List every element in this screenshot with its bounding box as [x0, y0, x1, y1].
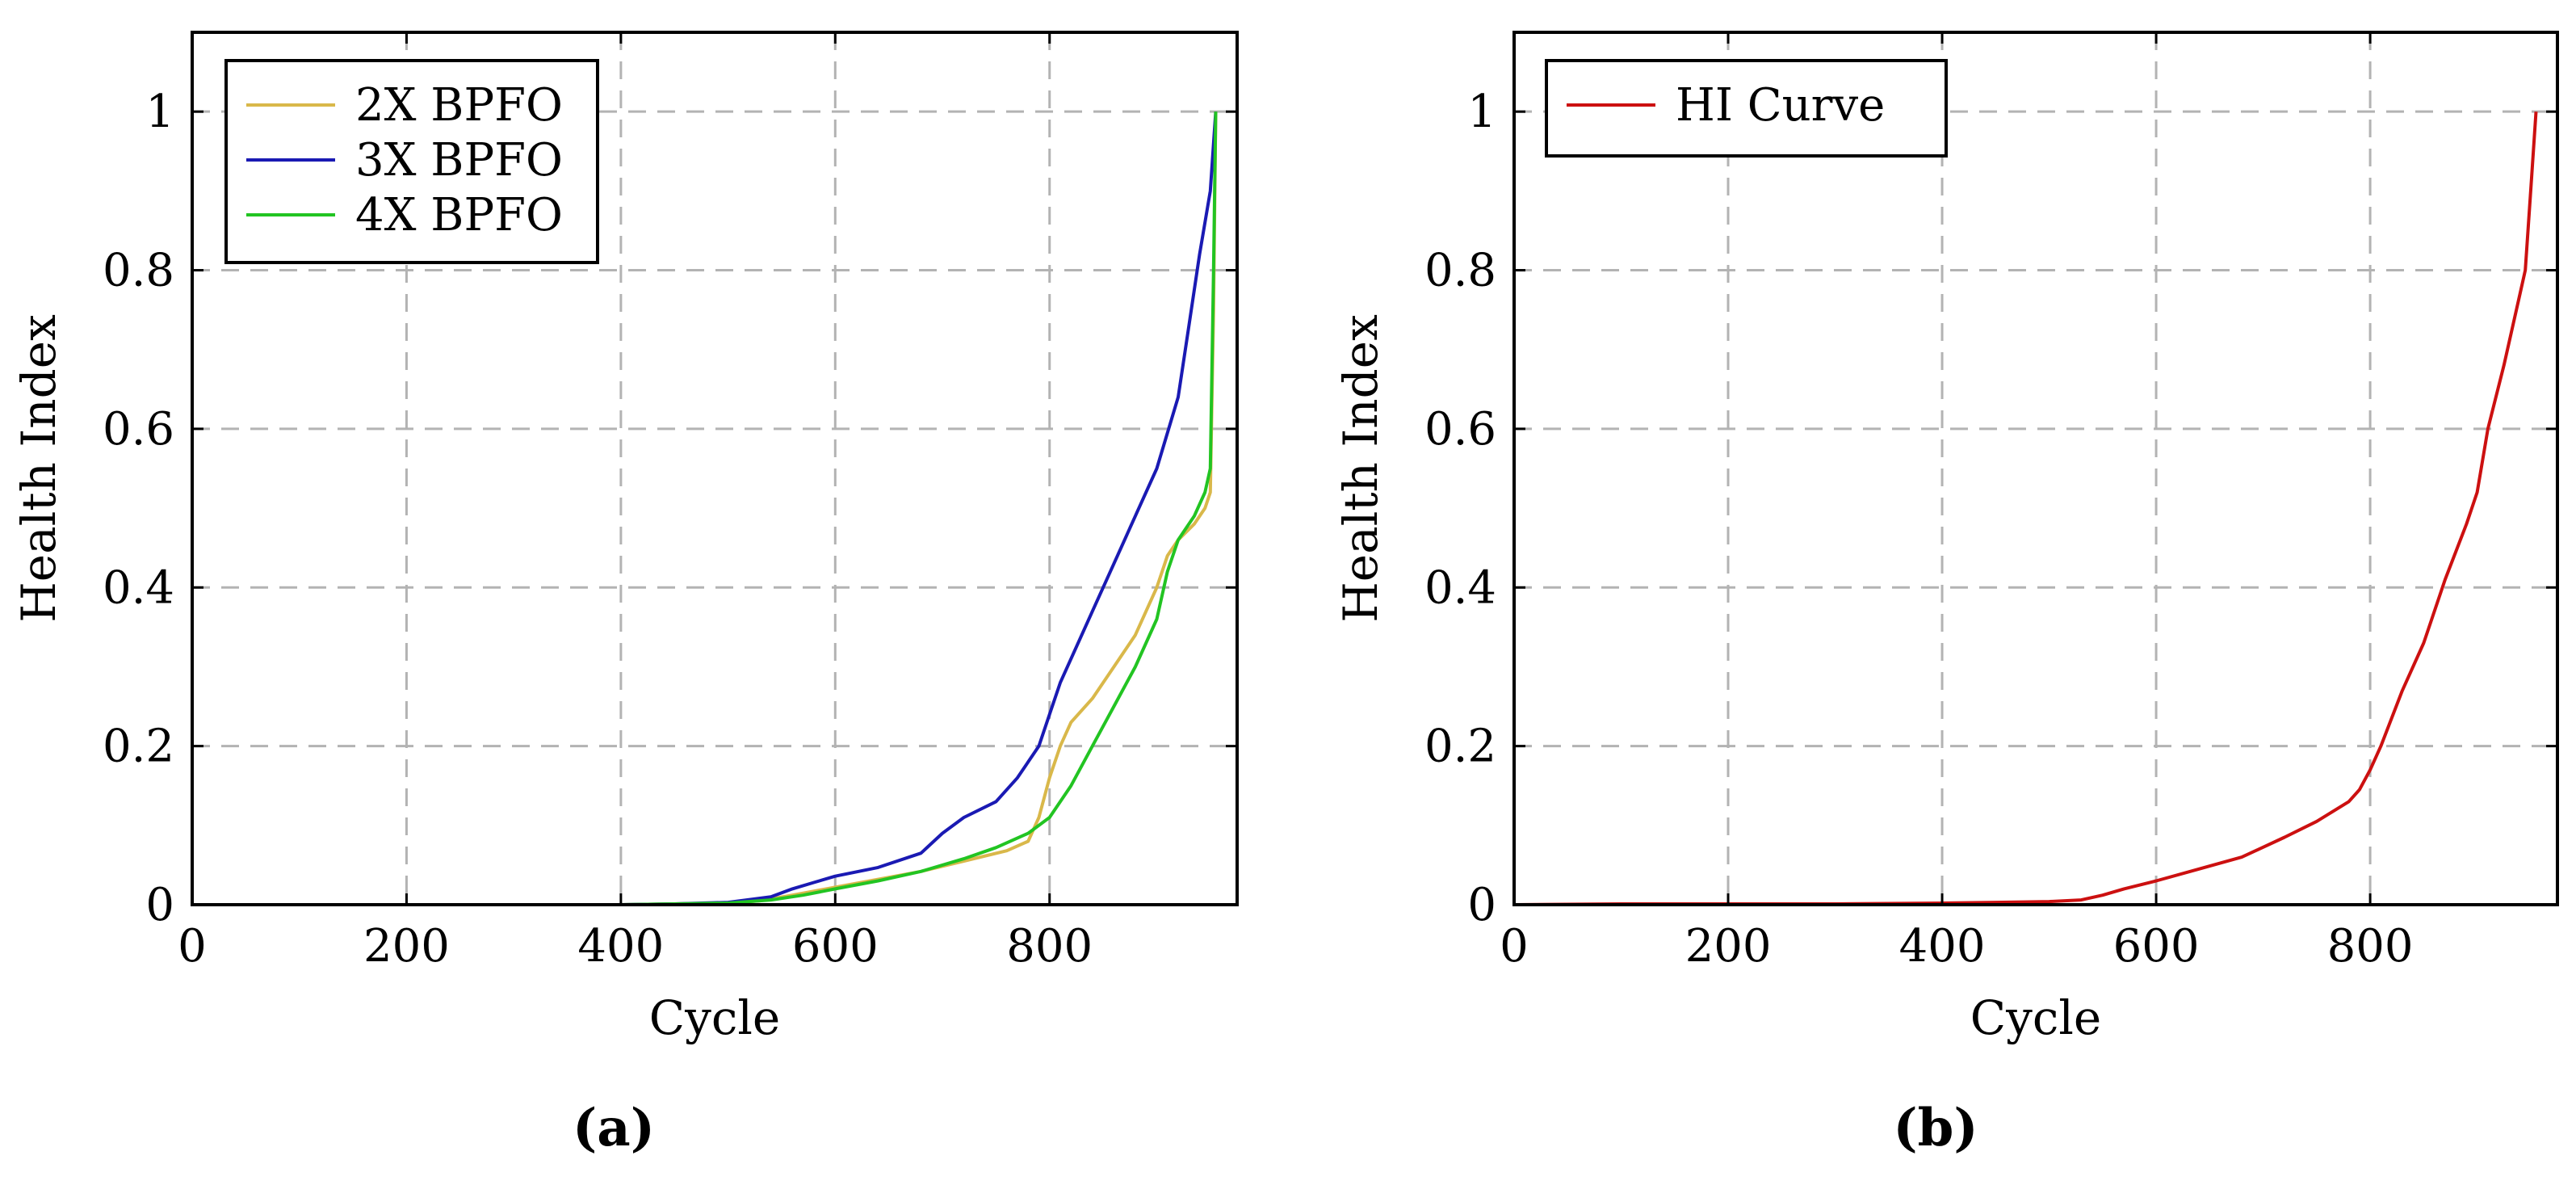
y-tick-label: 0.8: [1424, 245, 1496, 297]
y-tick-label: 1: [145, 86, 174, 138]
panel-label: (b): [1893, 1098, 1978, 1158]
x-tick-label: 600: [2113, 920, 2200, 973]
y-tick-label: 0.8: [103, 245, 174, 297]
plot-frame: [191, 31, 1239, 906]
plot-frame: [1512, 31, 2559, 906]
x-axis-label: Cycle: [1970, 990, 2102, 1045]
y-tick-label: 0.4: [103, 561, 174, 614]
legend-box: [1545, 59, 1948, 158]
x-tick-label: 0: [1500, 920, 1529, 973]
legend-label: 2X BPFO: [355, 79, 563, 132]
series-line-hi-curve: [1513, 111, 2538, 906]
y-tick-label: 1: [1467, 86, 1496, 138]
y-tick-label: 0.6: [1424, 403, 1496, 456]
y-axis-label: Health Index: [11, 314, 66, 623]
chart-panel-a: 0 200 400 600 800 0 0.2 0.4 0.6 0.8 1 Cycle Health I…: [11, 31, 1239, 1158]
x-tick-label: 800: [2327, 920, 2414, 973]
y-tick-label: 0.2: [103, 721, 174, 773]
y-axis-label: Health Index: [1333, 314, 1388, 623]
y-tick-label: 0.2: [1424, 721, 1496, 773]
x-tick-label: 200: [1685, 920, 1772, 973]
x-tick-label: 400: [1899, 920, 1986, 973]
chart-panel-b: 0 200 400 600 800 0 0.2 0.4 0.6 0.8 1 Cycle Health I…: [1333, 31, 2559, 1158]
legend: HI Curve: [1545, 59, 1948, 158]
legend-label: 4X BPFO: [355, 189, 563, 242]
x-tick-label: 600: [792, 920, 879, 973]
x-tick-label: 800: [1006, 920, 1093, 973]
legend-label: 3X BPFO: [355, 134, 563, 187]
x-axis-label: Cycle: [649, 990, 781, 1045]
y-tick-label: 0: [145, 879, 174, 931]
x-tick-label: 400: [577, 920, 664, 973]
legend-label: HI Curve: [1676, 79, 1885, 132]
y-tick-label: 0.4: [1424, 561, 1496, 614]
y-tick-label: 0: [1467, 879, 1496, 931]
x-tick-label: 200: [363, 920, 450, 973]
y-tick-label: 0.6: [103, 403, 174, 456]
x-tick-label: 0: [178, 920, 207, 973]
panel-label: (a): [573, 1098, 655, 1158]
